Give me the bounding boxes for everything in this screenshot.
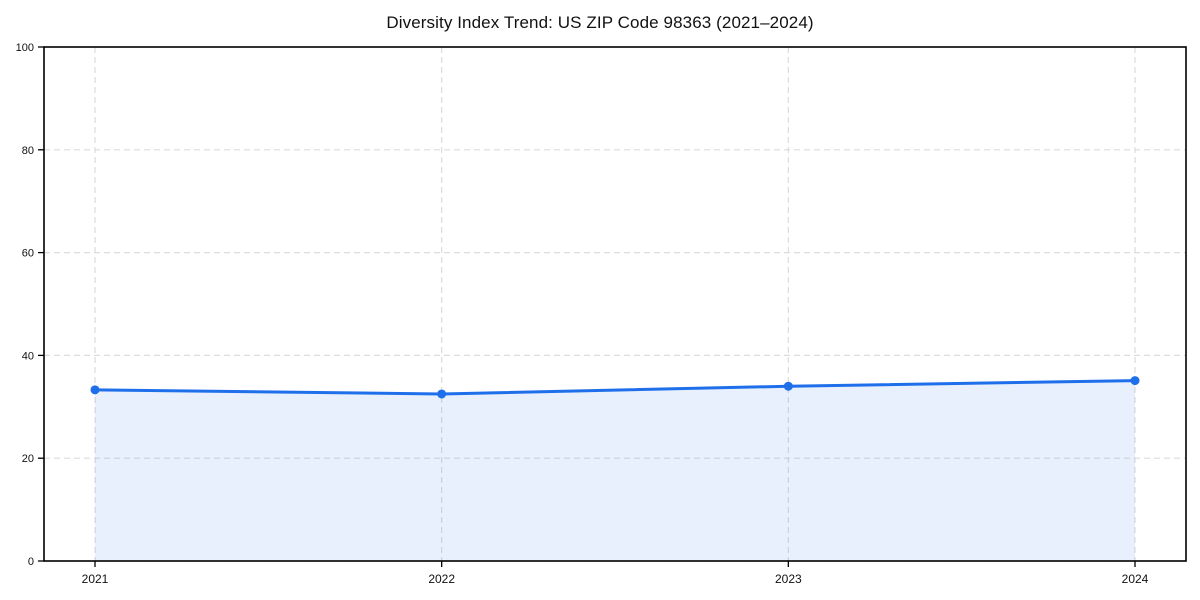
y-tick-label: 100 (16, 42, 34, 54)
x-tick-label: 2021 (82, 572, 109, 586)
data-point-marker (1130, 376, 1140, 386)
y-tick-label: 60 (22, 248, 34, 260)
data-point-marker (783, 381, 793, 391)
y-tick-label: 80 (22, 145, 34, 157)
x-tick-label: 2023 (775, 572, 802, 586)
chart-title: Diversity Index Trend: US ZIP Code 98363… (386, 13, 814, 32)
data-point-marker (90, 385, 100, 395)
x-tick-label: 2024 (1122, 572, 1149, 586)
trend-line (93, 379, 1137, 396)
y-tick-label: 0 (28, 556, 34, 568)
data-point-marker (437, 389, 447, 399)
x-tick-label: 2022 (428, 572, 455, 586)
y-tick-label: 40 (22, 350, 34, 362)
y-tick-label: 20 (22, 453, 34, 465)
area-fill (95, 380, 1135, 561)
plot-border (43, 46, 1187, 562)
